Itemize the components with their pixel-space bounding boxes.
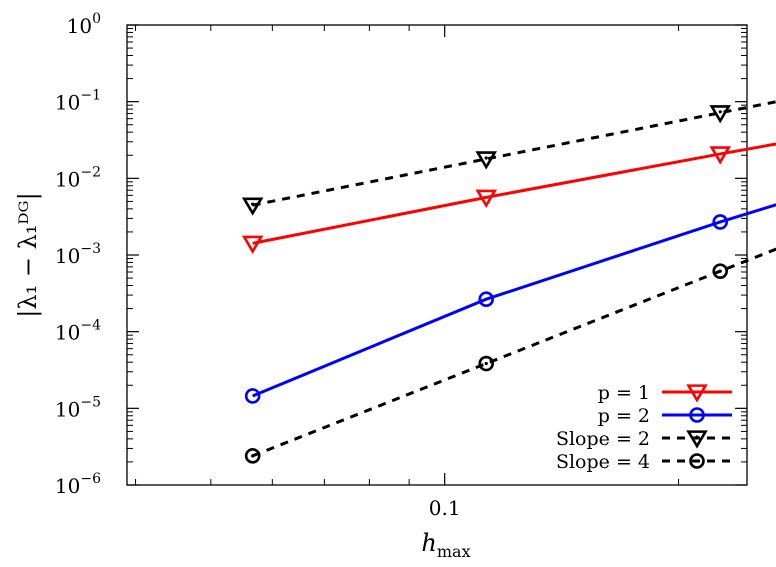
y-tick-label: 10−4 <box>55 318 101 345</box>
data-point <box>478 355 495 372</box>
series-layer <box>241 100 776 464</box>
data-point <box>709 146 731 165</box>
legend-marker <box>689 453 705 469</box>
y-tick-label: 10−3 <box>55 241 101 268</box>
data-point <box>709 105 731 124</box>
data-point <box>244 388 261 404</box>
legend-label: p = 2 <box>598 405 650 427</box>
legend-marker-center-dot <box>695 435 699 439</box>
legend-entry: Slope = 4 <box>556 451 732 473</box>
series-2 <box>244 203 776 404</box>
legend-label: p = 1 <box>598 382 650 404</box>
legend-entry: p = 2 <box>598 405 732 427</box>
y-tick-label: 100 <box>67 11 101 38</box>
data-point-center-dot <box>484 361 488 366</box>
plot-area <box>126 24 748 486</box>
series-3 <box>241 100 776 216</box>
data-point <box>712 263 729 279</box>
series-line <box>252 203 776 398</box>
legend-entry: Slope = 2 <box>556 428 732 450</box>
data-point-center-dot <box>718 110 722 114</box>
data-point-center-dot <box>484 156 488 160</box>
data-point <box>478 291 495 308</box>
x-axis: 0.1 <box>135 25 680 520</box>
data-point <box>241 197 264 216</box>
x-tick-label: 0.1 <box>429 496 461 520</box>
data-point <box>475 151 497 170</box>
legend-label: Slope = 2 <box>556 428 650 450</box>
legend-marker-center-dot <box>695 459 699 463</box>
y-axis-label: |λ₁ − λ₁ᴰᴳ| <box>14 192 43 317</box>
data-point <box>475 189 497 208</box>
data-point-center-dot <box>718 269 722 273</box>
y-tick-label: 10−2 <box>55 164 101 191</box>
data-point-center-dot <box>251 454 255 458</box>
x-axis-label: hmax <box>421 529 470 561</box>
series-line <box>252 100 776 207</box>
plot-border <box>126 24 748 486</box>
series-line <box>252 142 776 245</box>
legend-marker <box>686 384 708 403</box>
data-point <box>244 448 261 464</box>
legend-entry: p = 1 <box>598 382 732 404</box>
series-4 <box>244 247 776 464</box>
data-point <box>241 235 264 254</box>
y-tick-label: 10−6 <box>55 471 101 498</box>
series-1 <box>241 142 776 254</box>
y-tick-label: 10−1 <box>55 88 101 115</box>
y-axis: 10−6 10−5 10−4 10−3 10−2 10−1 100 <box>55 11 747 498</box>
series-line <box>252 247 776 458</box>
legend-label: Slope = 4 <box>556 451 650 473</box>
data-point-center-dot <box>251 202 255 206</box>
y-tick-label: 10−5 <box>55 394 101 421</box>
data-point <box>712 214 729 230</box>
legend-marker <box>686 430 708 449</box>
legend-marker <box>689 407 705 423</box>
